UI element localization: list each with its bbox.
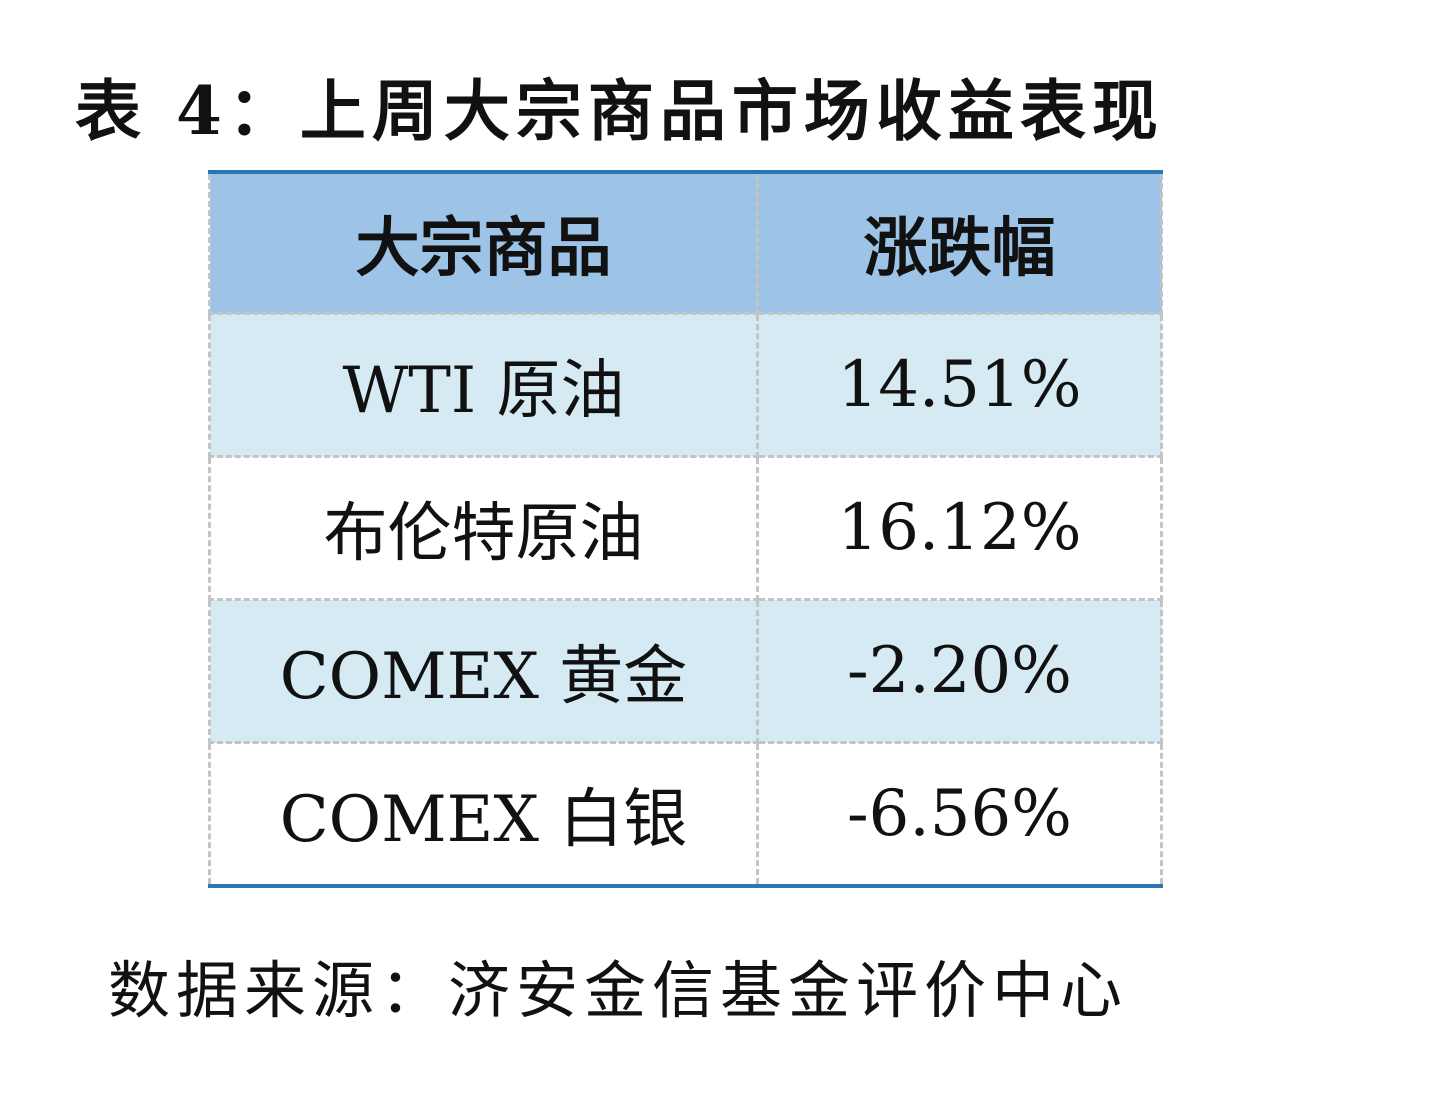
table-cell: COMEX 白银 [208, 741, 759, 888]
table: 大宗商品 涨跌幅 WTI 原油 14.51% 布伦特原油 16.12% COMEX 黄金… [208, 170, 1163, 888]
source-note: 数据来源：济安金信基金评价中心 [108, 954, 1129, 1027]
table-cell: 布伦特原油 [208, 455, 759, 601]
table-cell: -6.56% [756, 741, 1163, 888]
table-cell: WTI 原油 [208, 312, 759, 458]
header-cell: 大宗商品 [208, 170, 759, 315]
header-row: 大宗商品 涨跌幅 [208, 170, 1163, 315]
table-cell: 16.12% [756, 455, 1163, 601]
table-row: COMEX 黄金 -2.20% [208, 598, 1163, 744]
table-cell: COMEX 黄金 [208, 598, 759, 744]
header-cell: 涨跌幅 [756, 170, 1163, 315]
table-row: 布伦特原油 16.12% [208, 455, 1163, 601]
table-cell: 14.51% [756, 312, 1163, 458]
table-title: 表 4：上周大宗商品市场收益表现 [75, 72, 1164, 150]
table-cell: -2.20% [756, 598, 1163, 744]
table-row: COMEX 白银 -6.56% [208, 741, 1163, 888]
table-row: WTI 原油 14.51% [208, 312, 1163, 458]
table-body: WTI 原油 14.51% 布伦特原油 16.12% COMEX 黄金 -2.20% COM… [208, 312, 1163, 888]
